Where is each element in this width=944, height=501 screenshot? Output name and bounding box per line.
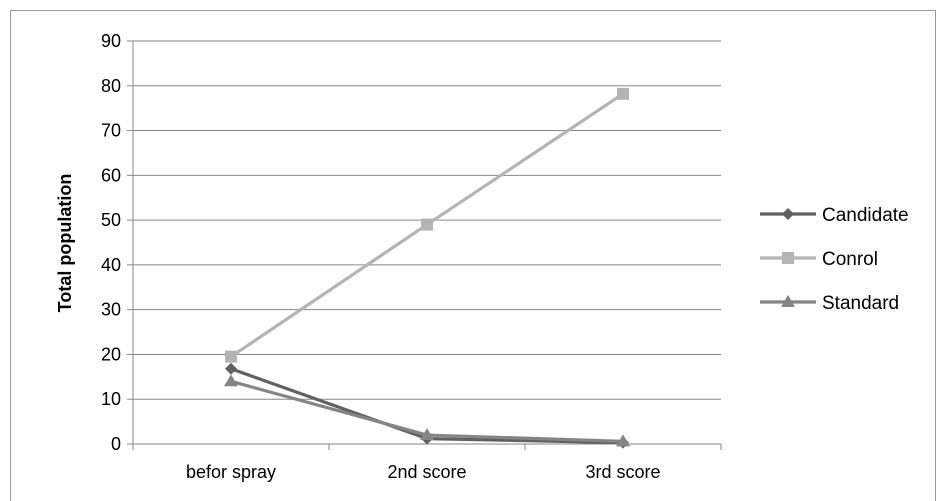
data-point <box>224 374 238 387</box>
y-tick-label: 10 <box>101 389 121 409</box>
legend-marker <box>782 208 794 220</box>
chart-frame <box>10 10 936 501</box>
legend-marker <box>782 252 794 264</box>
legend-item: Standard <box>760 293 899 314</box>
legend: Candidate Conrol Standard <box>760 205 909 314</box>
legend-label: Candidate <box>822 205 909 226</box>
y-tick-label: 0 <box>111 434 121 454</box>
y-tick-label: 90 <box>101 31 121 51</box>
y-axis-label: Total population <box>55 174 75 313</box>
data-point <box>420 428 434 441</box>
data-point <box>421 218 433 231</box>
y-tick-label: 50 <box>101 210 121 230</box>
data-point <box>225 362 237 375</box>
y-tick-label: 80 <box>101 76 121 96</box>
legend-label: Conrol <box>822 249 878 270</box>
legend-item: Candidate <box>760 205 909 226</box>
x-tick-labels: befor spray 2nd score 3rd score <box>186 462 661 482</box>
gridlines <box>127 40 721 445</box>
y-tick-label: 60 <box>101 165 121 185</box>
legend-item: Conrol <box>760 249 878 270</box>
y-tick-label: 70 <box>101 121 121 141</box>
y-tick-label: 30 <box>101 300 121 320</box>
series-conrol <box>225 87 629 363</box>
x-tick-label: 3rd score <box>585 462 660 482</box>
y-tick-label: 20 <box>101 344 121 364</box>
x-tick-label: befor spray <box>186 462 276 482</box>
y-tick-labels: 0 10 20 30 40 50 60 70 80 90 <box>101 31 121 454</box>
legend-marker <box>781 295 795 307</box>
axes <box>132 41 722 450</box>
data-point <box>225 350 237 363</box>
x-tick-label: 2nd score <box>387 462 466 482</box>
legend-label: Standard <box>822 293 899 314</box>
series-standard <box>224 374 630 447</box>
data-point <box>616 434 630 447</box>
y-tick-label: 40 <box>101 255 121 275</box>
series-layer <box>224 87 630 449</box>
data-point <box>617 87 629 100</box>
